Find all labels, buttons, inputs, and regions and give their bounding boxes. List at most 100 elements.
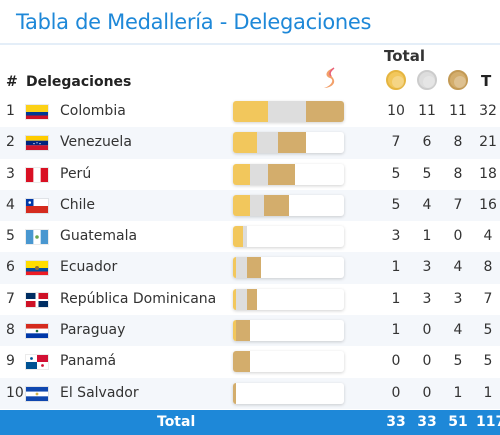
gold-bar-segment (233, 132, 258, 154)
bronze-count: 3 (453, 290, 463, 307)
medal-bar (233, 351, 344, 373)
row-rank: 1 (6, 103, 15, 119)
medal-bar (233, 382, 344, 404)
silver-count: 5 (422, 165, 432, 182)
total-count: 5 (483, 353, 493, 370)
total-count: 1 (483, 384, 493, 401)
table-row: 4 Chile 5 4 7 16 (0, 189, 500, 222)
silver-count: 3 (422, 259, 432, 276)
gold-count: 3 (391, 228, 401, 245)
silver-count: 0 (422, 384, 432, 401)
bronze-count: 11 (449, 103, 467, 119)
gold-count: 1 (391, 322, 401, 339)
medal-bar (233, 194, 344, 216)
gold-count: 5 (391, 196, 401, 213)
bronze-bar-segment (246, 257, 261, 279)
gold-count: 1 (391, 290, 401, 307)
table-row: 5 Guatemala 3 1 0 4 (0, 221, 500, 252)
bronze-count: 8 (453, 134, 463, 151)
total-count: 18 (479, 165, 497, 182)
medal-bar (233, 288, 344, 310)
el-salvador-flag-icon (26, 386, 48, 401)
paraguay-flag-icon (26, 324, 48, 339)
bronze-bar-segment (278, 132, 306, 154)
gold-count: 0 (391, 353, 401, 370)
delegations-column-header: Delegaciones (26, 74, 132, 90)
medal-bar (233, 132, 344, 154)
total-count: 5 (483, 322, 493, 339)
chile-flag-icon (26, 198, 48, 213)
brand-logo-icon (324, 67, 335, 88)
row-rank: 3 (6, 165, 15, 182)
ecuador-flag-icon (26, 261, 48, 276)
total-bronze: 51 (448, 414, 468, 430)
country-name: El Salvador (60, 384, 139, 401)
silver-bar-segment (267, 101, 306, 122)
country-name: Guatemala (60, 228, 138, 245)
total-count: 7 (483, 290, 493, 307)
country-name: Perú (60, 165, 92, 182)
row-rank: 8 (6, 322, 15, 339)
table-row: 7 República Dominicana 1 3 3 7 (0, 284, 500, 315)
silver-bar-segment (236, 288, 247, 310)
row-rank: 2 (6, 134, 15, 151)
gold-bar-segment (233, 320, 237, 342)
row-rank: 9 (6, 353, 15, 370)
row-rank: 7 (6, 290, 15, 307)
dominican-republic-flag-icon (26, 292, 48, 307)
title-divider (0, 43, 500, 45)
gold-count: 0 (391, 384, 401, 401)
gold-count: 1 (391, 259, 401, 276)
total-count: 8 (483, 259, 493, 276)
country-name: Paraguay (60, 322, 126, 339)
total-count: 16 (479, 196, 497, 213)
silver-count: 3 (422, 290, 432, 307)
rank-column-header: # (6, 74, 18, 90)
page-title: Tabla de Medallería - Delegaciones (16, 10, 372, 34)
silver-count: 0 (422, 353, 432, 370)
silver-count: 6 (422, 134, 432, 151)
country-name: Colombia (60, 103, 126, 119)
silver-bar-segment (243, 226, 247, 248)
bronze-count: 1 (453, 384, 463, 401)
silver-bar-segment (250, 194, 265, 216)
country-name: Ecuador (60, 259, 118, 276)
row-rank: 5 (6, 228, 15, 245)
total-group-header: Total (384, 47, 425, 65)
silver-bar-segment (250, 163, 268, 185)
gold-bar-segment (233, 226, 244, 248)
silver-count: 1 (422, 228, 432, 245)
bronze-bar-segment (233, 382, 237, 404)
country-name: República Dominicana (60, 290, 217, 307)
country-name: Venezuela (60, 134, 132, 151)
country-name: Chile (60, 196, 96, 213)
guatemala-flag-icon (26, 230, 48, 245)
gold-medal-icon (386, 70, 406, 90)
bronze-count: 4 (453, 322, 463, 339)
medal-bar (233, 320, 344, 342)
table-row: 9 Panamá 0 0 5 5 (0, 346, 500, 377)
total-count: 21 (479, 134, 497, 151)
table-row: 8 Paraguay 1 0 4 5 (0, 315, 500, 347)
bronze-count: 0 (453, 228, 463, 245)
medal-bar (233, 257, 344, 279)
table-row: 3 Perú 5 5 8 18 (0, 159, 500, 190)
table-row: 2 Venezuela 7 6 8 21 (0, 127, 500, 159)
total-all: 117 (476, 414, 500, 430)
medal-bar (233, 163, 344, 185)
totals-label: Total (157, 414, 196, 430)
medal-bar (233, 226, 344, 248)
silver-bar-segment (236, 257, 247, 279)
gold-count: 7 (391, 134, 401, 151)
table-row: 1 Colombia 10 11 11 32 (0, 96, 500, 127)
venezuela-flag-icon (26, 136, 48, 151)
silver-bar-segment (257, 132, 279, 154)
total-gold: 33 (386, 414, 406, 430)
silver-medal-icon (417, 70, 437, 90)
row-rank: 6 (6, 259, 15, 276)
row-rank: 10 (6, 384, 24, 401)
gold-bar-segment (233, 257, 237, 279)
silver-count: 11 (418, 103, 436, 119)
gold-count: 5 (391, 165, 401, 182)
silver-count: 0 (422, 322, 432, 339)
